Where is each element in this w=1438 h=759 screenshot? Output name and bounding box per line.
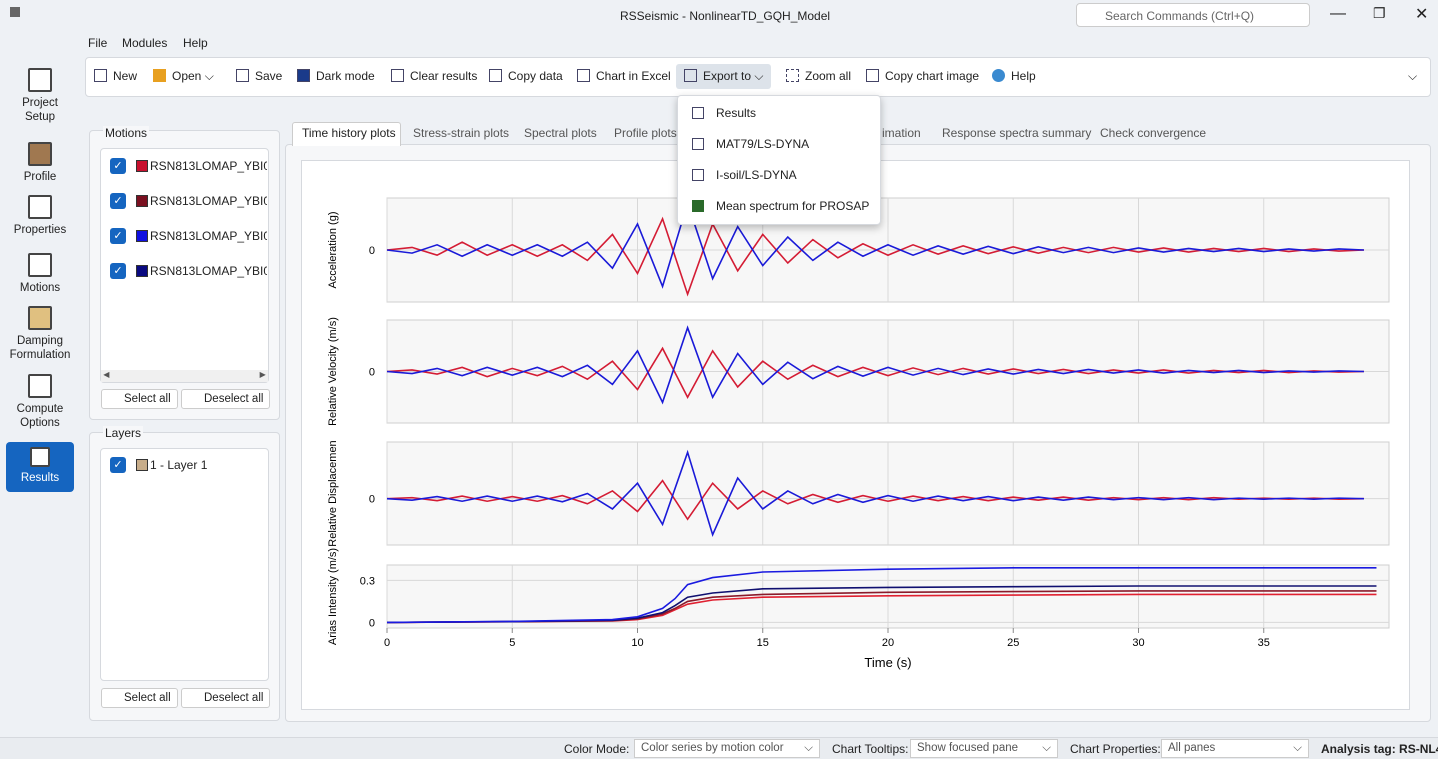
x-tick-label: 20 [882, 637, 894, 649]
x-tick-label: 30 [1132, 637, 1144, 649]
y-axis-label: Relative Velocity (m/s) [327, 317, 339, 426]
dropdown[interactable]: Color series by motion color⌵ [634, 739, 820, 758]
x-axis-label: Time (s) [864, 655, 911, 670]
x-tick-label: 5 [509, 637, 515, 649]
value: Color series by motion color [641, 742, 784, 754]
label: MAT79/LS-DYNA [716, 137, 809, 151]
export-dropdown: Results MAT79/LS-DYNA I-soil/LS-DYNA Mea… [677, 95, 881, 225]
dropdown[interactable]: All panes⌵ [1161, 739, 1309, 758]
x-tick-label: 15 [757, 637, 769, 649]
value: All panes [1168, 742, 1215, 754]
y-tick-label: 0 [369, 617, 375, 629]
y-tick-label: 0 [369, 494, 375, 506]
y-axis-label: Arias Intensity (m/s) [327, 548, 339, 645]
label: Mean spectrum for PROSAP [716, 199, 869, 213]
menu-option[interactable]: Results [692, 106, 756, 120]
y-tick-label: 0 [369, 367, 375, 379]
menu-option[interactable]: Mean spectrum for PROSAP [692, 199, 869, 213]
y-axis-label: Relative Displacemen [327, 440, 339, 546]
y-tick-label: 0.3 [360, 575, 375, 587]
dropdown[interactable]: Show focused pane⌵ [910, 739, 1058, 758]
menu-option[interactable]: I-soil/LS-DYNA [692, 168, 797, 182]
x-tick-label: 35 [1258, 637, 1270, 649]
label: I-soil/LS-DYNA [716, 168, 797, 182]
x-tick-label: 25 [1007, 637, 1019, 649]
menu-option[interactable]: MAT79/LS-DYNA [692, 137, 809, 151]
x-tick-label: 0 [384, 637, 390, 649]
status-label: Chart Tooltips: [832, 742, 908, 756]
y-axis-label: Acceleration (g) [327, 211, 339, 288]
value: Show focused pane [917, 742, 1018, 754]
status-label: Color Mode: [564, 742, 629, 756]
y-tick-label: 0 [369, 245, 375, 257]
analysis-tag: Analysis tag: RS-NL4 [1321, 742, 1438, 756]
label: Results [716, 106, 756, 120]
x-tick-label: 10 [631, 637, 643, 649]
status-label: Chart Properties: [1070, 742, 1161, 756]
